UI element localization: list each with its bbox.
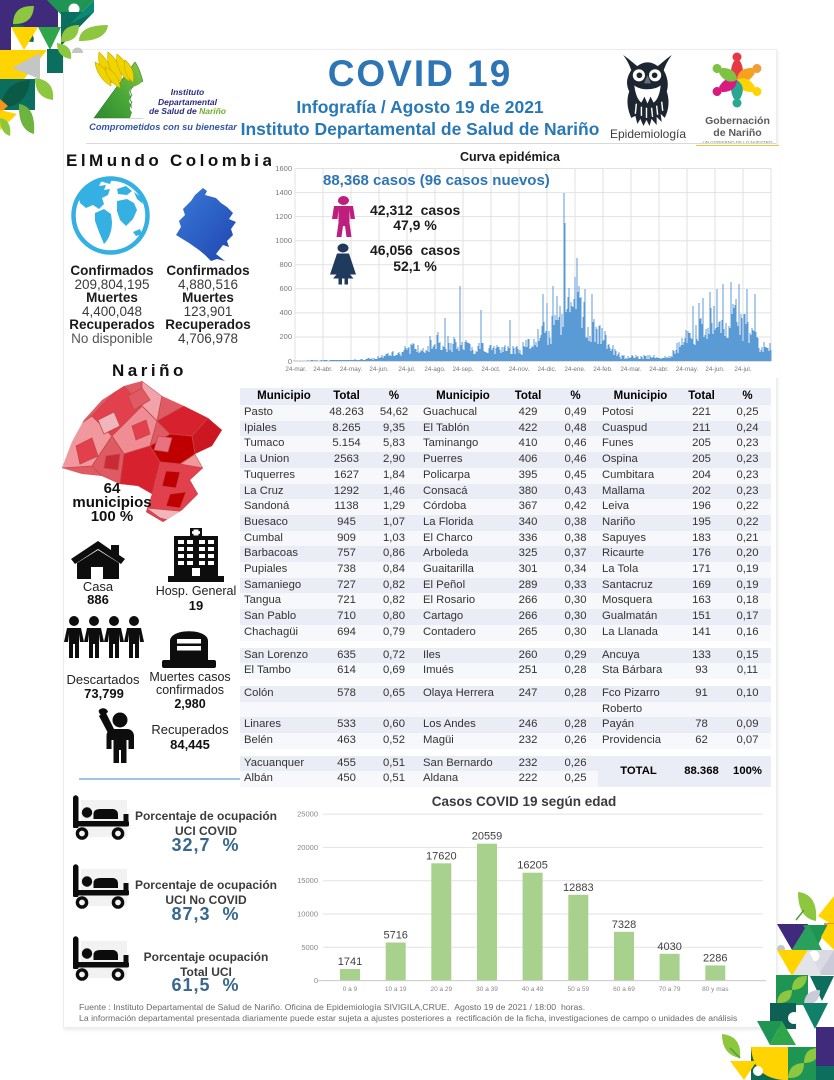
svg-text:20000: 20000 bbox=[297, 843, 318, 852]
svg-text:24-jun.: 24-jun. bbox=[705, 366, 725, 373]
svg-text:0 a 9: 0 a 9 bbox=[343, 986, 358, 993]
svg-text:24-abr.: 24-abr. bbox=[313, 366, 333, 373]
svg-text:40 a 49: 40 a 49 bbox=[522, 986, 544, 993]
svg-text:24-mar.: 24-mar. bbox=[620, 366, 642, 373]
svg-text:1000: 1000 bbox=[275, 236, 292, 245]
svg-text:24-sep.: 24-sep. bbox=[452, 366, 473, 373]
svg-text:1600: 1600 bbox=[275, 164, 292, 173]
svg-text:80 y mas: 80 y mas bbox=[702, 986, 729, 993]
svg-text:24-jul.: 24-jul. bbox=[734, 366, 751, 373]
svg-text:24-mar.: 24-mar. bbox=[285, 366, 307, 373]
svg-text:50 a 59: 50 a 59 bbox=[567, 986, 589, 993]
svg-text:20559: 20559 bbox=[472, 831, 503, 843]
svg-text:1200: 1200 bbox=[275, 212, 292, 221]
svg-text:24-oct.: 24-oct. bbox=[481, 366, 501, 373]
svg-text:800: 800 bbox=[279, 260, 292, 269]
svg-text:2286: 2286 bbox=[703, 952, 727, 964]
svg-text:70 a 79: 70 a 79 bbox=[659, 986, 681, 993]
svg-text:24-jul.: 24-jul. bbox=[398, 366, 415, 373]
svg-text:4030: 4030 bbox=[657, 941, 681, 953]
svg-text:12883: 12883 bbox=[563, 882, 594, 894]
svg-text:24-abr.: 24-abr. bbox=[649, 366, 669, 373]
svg-text:1741: 1741 bbox=[338, 956, 362, 968]
svg-text:400: 400 bbox=[279, 308, 292, 317]
svg-text:24-may.: 24-may. bbox=[676, 366, 699, 373]
svg-text:Casos COVID 19 según edad: Casos COVID 19 según edad bbox=[432, 794, 617, 809]
svg-text:60 a 69: 60 a 69 bbox=[613, 986, 635, 993]
svg-text:200: 200 bbox=[279, 332, 292, 341]
svg-text:5716: 5716 bbox=[383, 930, 407, 942]
svg-text:25000: 25000 bbox=[297, 810, 318, 819]
svg-text:5000: 5000 bbox=[301, 943, 318, 952]
svg-text:15000: 15000 bbox=[297, 876, 318, 885]
svg-text:1400: 1400 bbox=[275, 188, 292, 197]
svg-text:24-ene.: 24-ene. bbox=[564, 366, 586, 373]
svg-text:24-may.: 24-may. bbox=[340, 366, 363, 373]
svg-text:20 a 29: 20 a 29 bbox=[430, 986, 452, 993]
svg-text:7328: 7328 bbox=[612, 919, 636, 931]
svg-text:600: 600 bbox=[279, 284, 292, 293]
svg-text:16205: 16205 bbox=[517, 860, 548, 872]
svg-text:24-ago.: 24-ago. bbox=[424, 366, 446, 373]
svg-text:0: 0 bbox=[314, 976, 318, 985]
svg-text:24-nov.: 24-nov. bbox=[509, 366, 530, 373]
svg-text:24-feb.: 24-feb. bbox=[593, 366, 613, 373]
svg-text:30 a 39: 30 a 39 bbox=[476, 986, 498, 993]
svg-text:10 a 19: 10 a 19 bbox=[385, 986, 407, 993]
svg-text:24-jun.: 24-jun. bbox=[369, 366, 389, 373]
svg-text:10000: 10000 bbox=[297, 910, 318, 919]
svg-text:0: 0 bbox=[288, 357, 292, 366]
svg-text:24-dic.: 24-dic. bbox=[538, 366, 557, 373]
svg-text:17620: 17620 bbox=[426, 850, 457, 862]
